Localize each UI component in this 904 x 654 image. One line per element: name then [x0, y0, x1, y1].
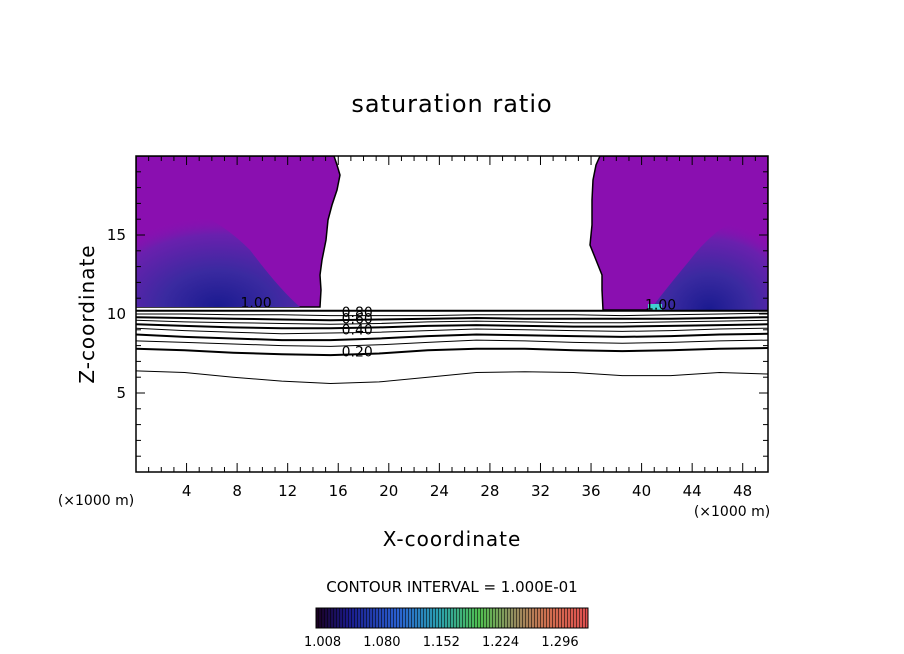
colorbar-tick-label: 1.152 [423, 635, 460, 650]
contour-line [136, 319, 768, 325]
colorbar-tick-label: 1.080 [363, 635, 400, 650]
cloud-core-right [650, 205, 768, 310]
contour-labels: 1.00 0.800.600.40 0.20 1.00 [241, 296, 677, 361]
contour-line [136, 339, 768, 347]
x-tick-labels: 4 8 12 16 20 24 28 32 36 40 44 48 [182, 482, 752, 500]
x-tick-label: 4 [182, 482, 192, 500]
contour-line [136, 312, 768, 317]
contour-label: 0.80 [342, 305, 373, 321]
contour-line [136, 347, 768, 357]
colorbar-tick-labels: 1.008 1.080 1.152 1.224 1.296 [304, 635, 579, 650]
x-tick-label: 12 [278, 482, 297, 500]
contour-label: 1.00 [645, 297, 676, 313]
contour-interval-label: CONTOUR INTERVAL = 1.000E-01 [326, 578, 577, 596]
contour-label: 0.60 [342, 312, 373, 328]
y-tick-labels: 5 10 15 [107, 226, 126, 402]
colorbar-stripes [316, 608, 588, 628]
y-axis-label: Z-coordinate [75, 244, 99, 383]
contour-line [136, 323, 768, 330]
x-tick-label: 28 [480, 482, 499, 500]
plot-area [136, 156, 768, 385]
x-tick-label: 40 [632, 482, 651, 500]
x-tick-label: 20 [379, 482, 398, 500]
y-tick-label: 10 [107, 305, 126, 323]
contour-label: 0.40 [342, 323, 373, 339]
colorbar-tick-label: 1.296 [541, 635, 578, 650]
x-tick-label: 36 [581, 482, 600, 500]
contour-label: 0.20 [342, 345, 373, 361]
chart-title: saturation ratio [351, 90, 552, 118]
x-tick-label: 32 [531, 482, 550, 500]
contour-line [136, 332, 768, 342]
axis-ticks [136, 156, 768, 472]
contour-line [136, 316, 768, 322]
contour-lines [136, 309, 768, 385]
x-tick-label: 24 [430, 482, 449, 500]
colorbar-tick-label: 1.224 [482, 635, 519, 650]
x-axis-label: X-coordinate [383, 527, 522, 551]
x-unit-label: (×1000 m) [694, 504, 770, 520]
x-tick-label: 8 [232, 482, 242, 500]
colorbar [315, 607, 589, 629]
y-tick-label: 15 [107, 226, 126, 244]
x-tick-label: 44 [683, 482, 702, 500]
cloud-core-left [136, 200, 300, 307]
colorbar-tick-label: 1.008 [304, 635, 341, 650]
contour-line [136, 327, 768, 335]
y-unit-label: (×1000 m) [58, 493, 134, 509]
cloud-base-highlight [648, 304, 662, 310]
x-tick-label: 16 [329, 482, 348, 500]
y-tick-label: 5 [116, 384, 126, 402]
contour-line [136, 370, 768, 385]
contour-label: 1.00 [241, 296, 272, 312]
x-tick-label: 48 [733, 482, 752, 500]
